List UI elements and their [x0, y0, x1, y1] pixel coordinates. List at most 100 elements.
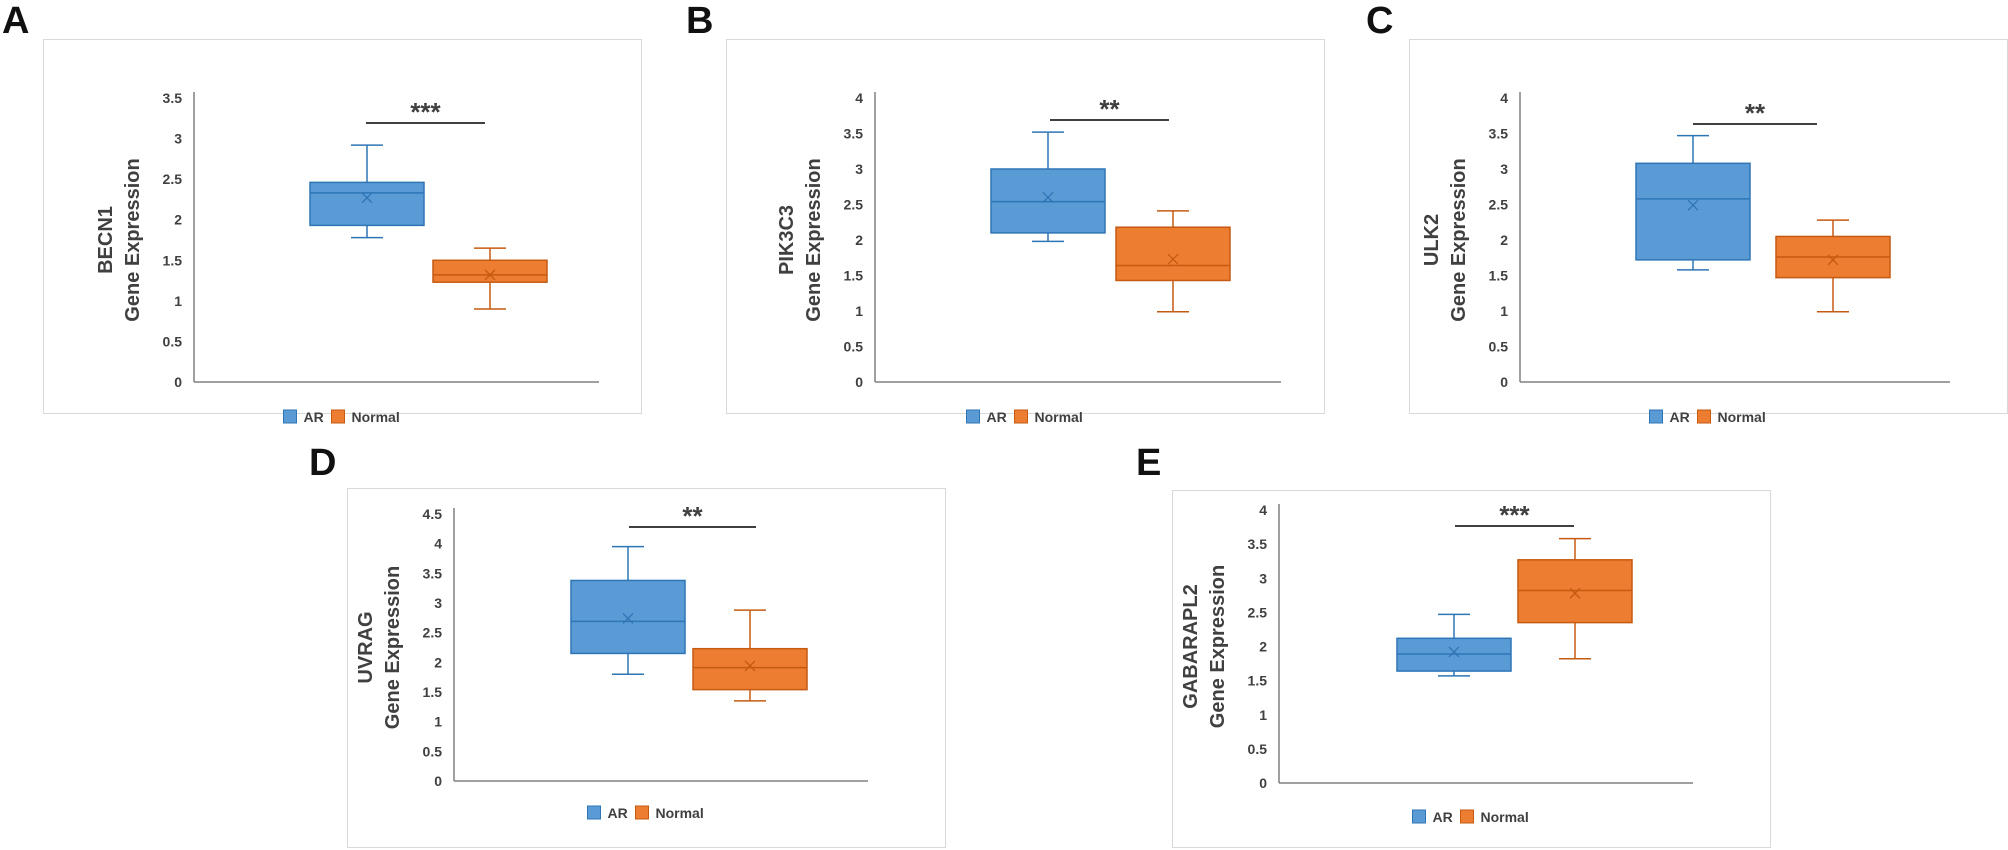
y-axis-label-gene: GABARAPL2: [1180, 584, 1202, 708]
y-tick-label: 4: [855, 90, 863, 106]
y-axis-label-expression: Gene Expression: [382, 566, 404, 729]
mean-marker-normal: [744, 660, 756, 672]
mean-marker-ar: [622, 612, 634, 624]
y-tick-label: 0: [855, 374, 863, 390]
chart-panel-pik3c3: 0 0.5 1 1.5 2 2.5 3 3.5 4 PIK3C3 Gene Expression **…: [726, 39, 1325, 425]
y-tick-label: 3: [434, 595, 442, 611]
y-tick-label: 3.5: [163, 90, 183, 106]
y-tick-label: 3: [855, 161, 863, 177]
legend-label-normal: Normal: [1718, 409, 1766, 425]
y-tick-label: 0.5: [163, 333, 183, 349]
y-tick-label: 4: [1500, 90, 1508, 106]
significance-label: **: [1745, 98, 1766, 128]
mean-marker-normal: [1167, 253, 1179, 265]
y-axis-label-expression: Gene Expression: [803, 158, 825, 321]
y-tick-label: 4.5: [423, 506, 443, 522]
significance-label: **: [1099, 94, 1120, 124]
y-tick-label: 3.5: [423, 565, 443, 581]
panel-letter-c: C: [1366, 0, 1394, 42]
y-tick-label: 0.5: [1248, 741, 1268, 757]
mean-marker-ar: [1448, 646, 1460, 658]
y-tick-label: 4: [434, 536, 442, 552]
legend-swatch-ar: [1412, 809, 1426, 824]
mean-marker-ar: [361, 192, 373, 204]
legend-label-ar: AR: [1433, 809, 1453, 825]
panel-letter-d: D: [309, 442, 337, 484]
y-tick-label: 3.5: [844, 126, 864, 142]
legend-label-ar: AR: [608, 805, 628, 821]
legend-swatch-normal: [635, 805, 649, 820]
y-tick-label: 2.5: [844, 197, 864, 213]
legend-label-normal: Normal: [1035, 409, 1083, 425]
y-axis-label-expression: Gene Expression: [122, 158, 144, 321]
mean-marker-normal: [1827, 254, 1839, 266]
y-tick-label: 0: [1500, 374, 1508, 390]
y-tick-label: 1: [1500, 303, 1508, 319]
legend-swatch-normal: [1697, 409, 1711, 424]
y-axis-label-expression: Gene Expression: [1448, 158, 1470, 321]
y-tick-label: 2.5: [423, 625, 443, 641]
y-tick-label: 2: [434, 654, 442, 670]
significance-label: **: [682, 501, 703, 531]
significance-label: ***: [410, 97, 441, 127]
boxplot-svg: 0 0.5 1 1.5 2 2.5 3 3.5 4 PIK3C3 Gene Expression **…: [776, 90, 1281, 425]
chart-panel-ulk2: 0 0.5 1 1.5 2 2.5 3 3.5 4 ULK2 Gene Expression ** AR…: [1409, 39, 2008, 425]
mean-marker-ar: [1687, 199, 1699, 211]
box-normal: [1115, 226, 1231, 282]
boxplot-svg: 0 0.5 1 1.5 2 2.5 3 3.5 4 ULK2 Gene Expression ** AR…: [1421, 90, 1950, 425]
chart-panel-becn1: 0 0.5 1 1.5 2 2.5 3 3.5 BECN1 Gene Expression *** A…: [43, 39, 642, 425]
legend-swatch-ar: [587, 805, 601, 820]
y-axis-label-gene: UVRAG: [355, 611, 377, 683]
boxplot-svg: 0 0.5 1 1.5 2 2.5 3 3.5 4 GABARAPL2 Gene Expressio…: [1180, 500, 1693, 825]
legend-swatch-normal: [331, 409, 345, 424]
boxplot-svg: 0 0.5 1 1.5 2 2.5 3 3.5 4 4.5 UVRAG Gene Expression…: [355, 501, 868, 821]
y-tick-label: 3.5: [1489, 126, 1509, 142]
legend-label-ar: AR: [304, 409, 324, 425]
legend-swatch-ar: [283, 409, 297, 424]
y-tick-label: 1.5: [423, 684, 443, 700]
legend-label-normal: Normal: [656, 805, 704, 821]
y-tick-label: 2: [1500, 232, 1508, 248]
y-tick-label: 1.5: [1489, 268, 1509, 284]
y-tick-label: 1: [174, 293, 182, 309]
chart-panel-gabarapl2: 0 0.5 1 1.5 2 2.5 3 3.5 4 GABARAPL2 Gene Expressio…: [1172, 490, 1771, 848]
y-tick-label: 3.5: [1248, 536, 1268, 552]
y-tick-label: 1.5: [1248, 673, 1268, 689]
panel-letter-a: A: [2, 0, 30, 42]
legend-label-ar: AR: [987, 409, 1007, 425]
y-tick-label: 4: [1259, 502, 1267, 518]
boxplot-svg: 0 0.5 1 1.5 2 2.5 3 3.5 BECN1 Gene Expression *** A…: [95, 90, 599, 425]
legend-swatch-ar: [1649, 409, 1663, 424]
y-tick-label: 0.5: [844, 339, 864, 355]
y-tick-label: 2: [174, 212, 182, 228]
significance-label: ***: [1499, 500, 1530, 530]
mean-marker-normal: [484, 269, 496, 281]
box-ar: [309, 181, 425, 227]
legend-swatch-normal: [1460, 809, 1474, 824]
y-axis-label-gene: BECN1: [95, 206, 117, 274]
y-tick-label: 0: [174, 374, 182, 390]
y-tick-label: 1: [434, 714, 442, 730]
y-axis-label-gene: PIK3C3: [776, 205, 798, 275]
y-axis-label-expression: Gene Expression: [1207, 565, 1229, 728]
mean-marker-normal: [1569, 587, 1581, 599]
y-tick-label: 0.5: [423, 743, 443, 759]
y-tick-label: 1: [855, 303, 863, 319]
box-normal: [692, 647, 808, 691]
mean-marker-ar: [1042, 191, 1054, 203]
box-ar: [570, 579, 686, 655]
y-tick-label: 1.5: [163, 252, 183, 268]
chart-panel-uvrag: 0 0.5 1 1.5 2 2.5 3 3.5 4 4.5 UVRAG Gene Expression…: [347, 488, 946, 848]
y-tick-label: 2: [855, 232, 863, 248]
y-tick-label: 3: [1500, 161, 1508, 177]
legend-swatch-ar: [966, 409, 980, 424]
y-tick-label: 2: [1259, 639, 1267, 655]
y-tick-label: 2.5: [1489, 197, 1509, 213]
y-axis-label-gene: ULK2: [1421, 214, 1443, 266]
y-tick-label: 2.5: [1248, 604, 1268, 620]
legend-label-normal: Normal: [352, 409, 400, 425]
panel-letter-e: E: [1136, 442, 1162, 484]
legend-swatch-normal: [1014, 409, 1028, 424]
y-tick-label: 3: [1259, 570, 1267, 586]
legend-label-ar: AR: [1670, 409, 1690, 425]
